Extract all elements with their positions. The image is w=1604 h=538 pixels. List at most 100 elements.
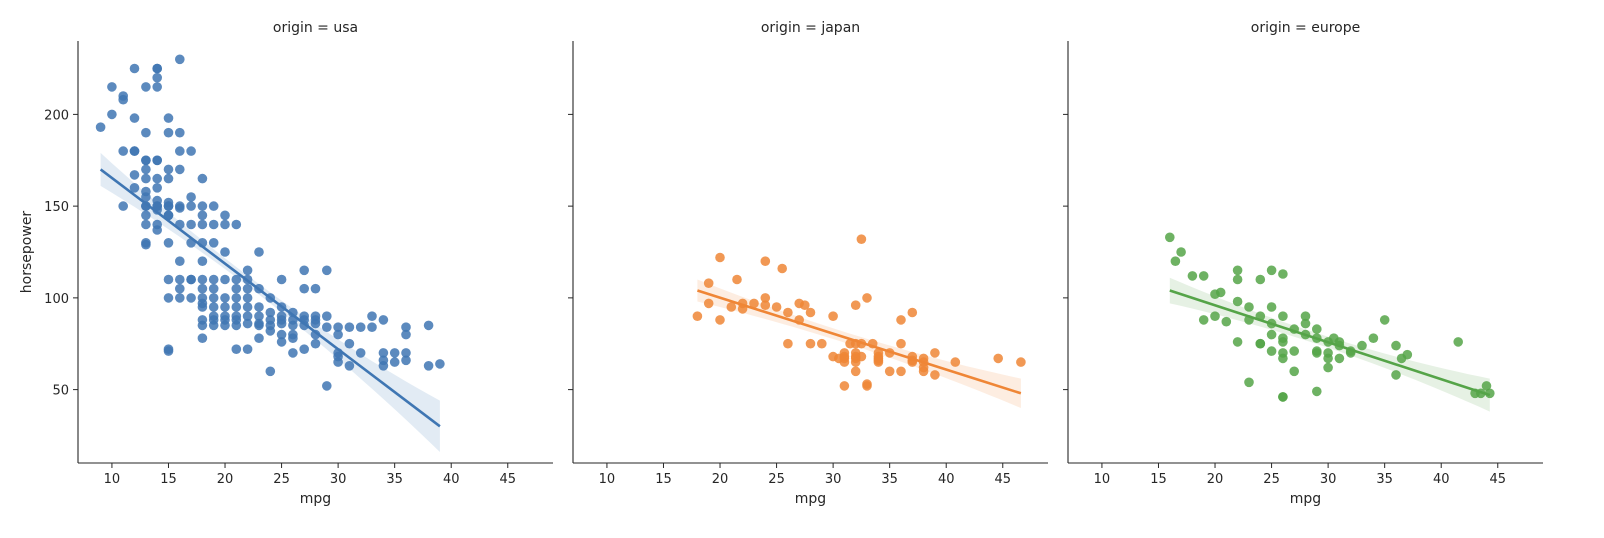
data-point	[141, 173, 151, 184]
data-point	[231, 293, 242, 303]
data-point	[1379, 315, 1390, 325]
data-point	[107, 82, 117, 92]
data-point	[265, 326, 276, 336]
data-point	[95, 122, 106, 132]
data-point	[1255, 338, 1266, 349]
data-point	[856, 351, 867, 362]
data-point	[175, 164, 185, 175]
x-tick-label: 15	[655, 472, 672, 487]
data-point	[175, 127, 185, 138]
data-point	[423, 361, 434, 371]
data-point	[1312, 324, 1322, 334]
data-point	[378, 361, 389, 371]
data-point	[805, 307, 816, 318]
facet-panel-2: origin = japan 10 15 20 25 30 35 40 45 mpg	[568, 20, 1048, 507]
x-tick-label: 10	[599, 472, 616, 487]
data-point	[1187, 271, 1198, 281]
data-point	[355, 322, 366, 333]
data-point	[220, 247, 230, 257]
data-point	[197, 283, 208, 294]
data-point	[1334, 353, 1345, 364]
data-point	[401, 355, 411, 366]
data-point	[896, 315, 906, 325]
facet-panel-1: origin = usa 10 15 20 25 30 35 40 45 50 100 150 200 m…	[44, 20, 553, 507]
data-point	[242, 344, 253, 355]
x-tick-label: 45	[1489, 472, 1506, 487]
data-point	[118, 146, 128, 156]
data-point	[141, 155, 151, 166]
data-point	[805, 338, 816, 349]
data-point	[726, 302, 737, 312]
data-point	[401, 322, 411, 333]
data-point	[152, 82, 162, 92]
data-point	[163, 238, 174, 248]
data-point	[310, 329, 321, 340]
data-point	[163, 293, 174, 303]
data-point	[141, 164, 151, 175]
data-point	[862, 293, 872, 303]
data-point	[208, 201, 219, 211]
data-point	[186, 274, 196, 285]
data-point	[242, 302, 253, 312]
data-point	[1278, 311, 1288, 322]
regression-line	[1169, 289, 1491, 397]
data-point	[760, 300, 771, 311]
data-point	[423, 320, 434, 331]
data-point	[288, 348, 298, 358]
data-point	[197, 219, 208, 230]
x-tick-label: 30	[825, 472, 842, 487]
data-point	[175, 283, 185, 294]
data-point	[1165, 232, 1175, 243]
x-tick-label: 45	[994, 472, 1011, 487]
data-point	[367, 322, 377, 333]
x-axis-label: mpg	[300, 491, 331, 507]
data-point	[1323, 353, 1333, 364]
data-point	[749, 298, 759, 309]
data-point	[152, 173, 162, 184]
data-point	[1221, 316, 1232, 327]
data-point	[1278, 353, 1288, 364]
data-point	[288, 307, 298, 318]
y-tick-label: 50	[52, 384, 69, 399]
data-point	[141, 192, 151, 202]
data-point	[355, 348, 366, 358]
data-point	[839, 381, 850, 391]
data-point	[152, 155, 162, 166]
data-point	[254, 302, 264, 312]
data-point	[288, 333, 298, 344]
data-point	[1402, 349, 1413, 360]
y-tick-label: 100	[44, 292, 69, 307]
data-point	[265, 307, 276, 318]
data-point	[993, 353, 1003, 364]
data-point	[242, 293, 253, 303]
x-tick-label: 35	[386, 472, 403, 487]
data-point	[1016, 357, 1026, 367]
data-point	[163, 173, 174, 184]
data-point	[715, 252, 725, 263]
data-point	[950, 357, 961, 367]
data-point	[129, 170, 140, 180]
data-point	[163, 346, 174, 356]
data-point	[276, 318, 287, 329]
data-point	[129, 113, 140, 123]
data-point	[220, 219, 230, 230]
data-point	[129, 63, 140, 74]
data-point	[208, 293, 219, 303]
data-point	[322, 381, 332, 391]
data-point	[231, 274, 242, 285]
facet-title: origin = europe	[1251, 20, 1361, 36]
data-point	[783, 338, 793, 349]
data-point	[344, 338, 355, 349]
data-point	[1198, 315, 1209, 325]
data-point	[175, 293, 185, 303]
data-point	[107, 109, 117, 120]
data-point	[1323, 362, 1333, 373]
y-axis-label: horsepower	[19, 211, 35, 294]
data-point	[197, 274, 208, 285]
data-point	[208, 302, 219, 312]
x-tick-label: 30	[330, 472, 347, 487]
data-point	[208, 238, 219, 248]
data-point	[1232, 274, 1243, 285]
data-point	[760, 293, 771, 303]
